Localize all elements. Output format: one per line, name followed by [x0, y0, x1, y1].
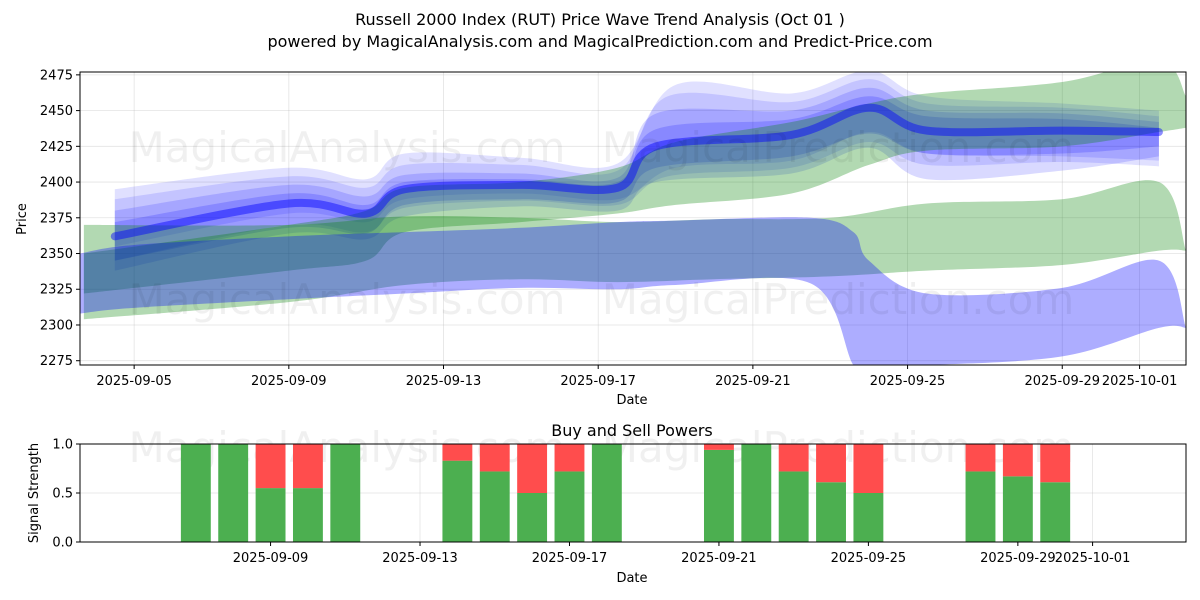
price-y-tick-label: 2325	[40, 283, 73, 298]
signal-y-tick-label: 0.5	[52, 487, 73, 502]
watermark-top-2: MagicalPrediction.com	[602, 123, 1075, 172]
buy-bar	[255, 488, 286, 542]
blue-line	[110, 103, 1163, 241]
price-y-tick-label: 2300	[40, 318, 73, 333]
price-x-label: Date	[616, 393, 647, 408]
buy-bar	[965, 471, 996, 542]
sell-bar	[479, 444, 510, 472]
price-x-tick-label: 2025-09-25	[870, 374, 946, 389]
sell-bar	[853, 444, 884, 493]
price-grid	[80, 72, 1186, 365]
sell-bar	[255, 444, 286, 489]
price-y-tick-label: 2375	[40, 211, 73, 226]
buy-bar	[703, 449, 734, 542]
signal-chart-title: Buy and Sell Powers	[551, 421, 713, 440]
buy-bar	[180, 444, 211, 542]
buy-bar	[330, 444, 361, 542]
sell-bar	[554, 444, 585, 472]
buy-bar	[218, 444, 249, 542]
price-y-tick-label: 2275	[40, 354, 73, 369]
price-y-tick-label: 2425	[40, 140, 73, 155]
blue-band-4	[114, 96, 1159, 261]
signal-x-tick-label: 2025-09-21	[681, 551, 757, 566]
blue-band-2	[114, 79, 1159, 261]
sell-bar	[816, 444, 846, 483]
signal-x-tick-label: 2025-09-29	[980, 551, 1056, 566]
signal-y-tick-label: 0.0	[52, 536, 73, 551]
blue-band-3	[114, 87, 1159, 271]
price-x-tick-label: 2025-10-01	[1102, 374, 1178, 389]
price-y-ticks: 2275 2300 2325 2350 2375 2400 2425 2450 2475	[40, 68, 80, 369]
price-y-tick-label: 2400	[40, 176, 73, 191]
green-band-upper	[83, 72, 1186, 294]
buy-bar	[591, 444, 622, 542]
signal-y-tick-label: 1.0	[52, 438, 73, 453]
price-x-tick-label: 2025-09-29	[1024, 374, 1100, 389]
sell-bar	[1002, 444, 1033, 477]
price-x-tick-label: 2025-09-17	[560, 374, 636, 389]
buy-bar	[1040, 482, 1071, 542]
sell-bar	[292, 444, 323, 489]
buy-bar	[517, 493, 548, 542]
price-y-tick-label: 2450	[40, 104, 73, 119]
sell-bar	[517, 444, 548, 493]
signal-x-tick-label: 2025-09-17	[532, 551, 608, 566]
signal-y-label: Signal Strength	[27, 443, 42, 543]
chart-title-line2: powered by MagicalAnalysis.com and Magic…	[267, 32, 932, 51]
signal-x-tick-label: 2025-09-13	[382, 551, 458, 566]
price-x-ticks: 2025-09-05 2025-09-09 2025-09-13 2025-09-17…	[96, 365, 1177, 389]
buy-bar	[816, 482, 846, 542]
price-y-tick-label: 2475	[40, 68, 73, 83]
signal-x-label: Date	[616, 571, 647, 586]
signal-chart: Buy and Sell Powers MagicalAnalysis.com …	[27, 421, 1187, 586]
price-x-tick-label: 2025-09-13	[406, 374, 482, 389]
signal-x-tick-label: 2025-09-25	[831, 551, 907, 566]
price-x-tick-label: 2025-09-09	[251, 374, 327, 389]
price-y-tick-label: 2350	[40, 247, 73, 262]
watermark-top-1: MagicalAnalysis.com	[129, 123, 566, 172]
signal-x-ticks: 2025-09-09 2025-09-13 2025-09-17 2025-09-21…	[233, 542, 1131, 566]
buy-bar	[479, 471, 510, 542]
blue-slab	[80, 217, 1186, 365]
price-chart: MagicalAnalysis.com MagicalPrediction.co…	[15, 68, 1187, 408]
chart-title-line1: Russell 2000 Index (RUT) Price Wave Tren…	[355, 10, 845, 29]
signal-y-ticks: 0.0 0.5 1.0	[52, 438, 80, 551]
buy-bar	[442, 460, 473, 542]
watermark-top-4: MagicalPrediction.com	[602, 275, 1075, 324]
sell-bar	[703, 444, 734, 450]
buy-bar	[554, 471, 585, 542]
buy-bar	[778, 471, 809, 542]
price-axes-frame	[79, 71, 1187, 366]
sell-bar	[1040, 444, 1071, 483]
signal-bars	[180, 444, 1071, 542]
buy-bar	[741, 444, 772, 542]
signal-x-tick-label: 2025-10-01	[1055, 551, 1131, 566]
price-y-label: Price	[15, 203, 30, 235]
sell-bar	[442, 444, 473, 461]
buy-bar	[853, 493, 884, 542]
price-bands	[80, 72, 1186, 365]
sell-bar	[778, 444, 809, 472]
buy-bar	[292, 488, 323, 542]
buy-bar	[1002, 476, 1033, 542]
price-x-tick-label: 2025-09-21	[715, 374, 791, 389]
signal-x-tick-label: 2025-09-09	[233, 551, 309, 566]
sell-bar	[965, 444, 996, 472]
blue-band-1	[114, 72, 1159, 247]
watermark-top-3: MagicalAnalysis.com	[129, 275, 566, 324]
price-x-tick-label: 2025-09-05	[96, 374, 172, 389]
green-band-lower	[83, 180, 1186, 320]
